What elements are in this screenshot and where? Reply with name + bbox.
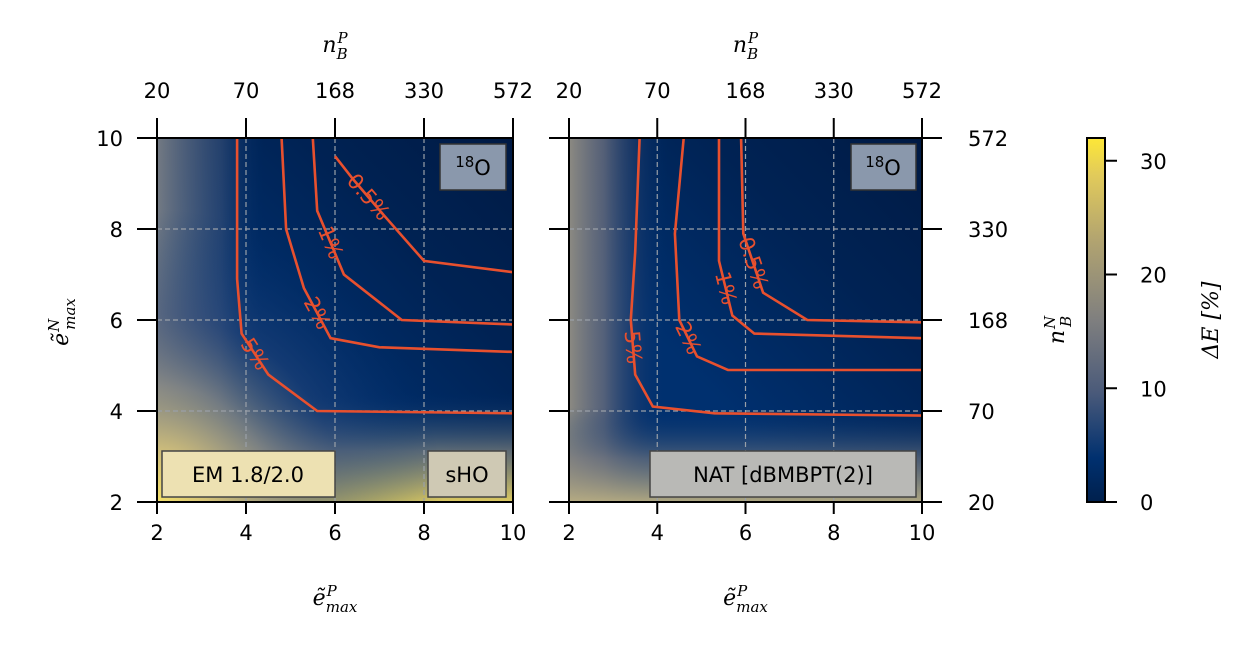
colorbar: 0 10 20 30 ΔE [%]	[1086, 137, 1224, 515]
right-grid	[569, 138, 922, 502]
top-tick-label: 572	[493, 79, 533, 103]
left-panel: 0.5%1%2%5%	[157, 138, 513, 502]
contour-label: 5%	[620, 330, 647, 365]
right-tick-label: 572	[968, 127, 1008, 151]
left-grid	[157, 138, 513, 502]
colorbar-label: ΔE [%]	[1199, 281, 1224, 359]
top-tick-label: 70	[233, 79, 260, 103]
right-method-label: NAT [dBMBPT(2)]	[693, 463, 873, 487]
colorbar-gradient	[1086, 137, 1106, 503]
x-tick-label: 2	[150, 521, 163, 545]
x-tick-label: 6	[328, 521, 341, 545]
top-tick-label: 330	[814, 79, 854, 103]
x-tick-label: 10	[909, 521, 936, 545]
x-tick-label: 8	[417, 521, 430, 545]
contour-5%	[235, 138, 513, 415]
right-tick-label: 330	[968, 218, 1008, 242]
left-interaction-label: EM 1.8/2.0	[192, 463, 304, 487]
contour-0.5%	[739, 138, 922, 324]
right-tick-label: 20	[968, 491, 995, 515]
right-panel: 0.5%1%2%5%	[569, 138, 922, 502]
contour-2%	[673, 138, 922, 372]
svg-text:18O: 18O	[865, 153, 901, 180]
x-axis-label: ẽP max	[723, 582, 768, 616]
top-axis-label: nP B	[733, 29, 759, 63]
right-method-box: NAT [dBMBPT(2)]	[649, 450, 917, 498]
contour-1%	[717, 138, 922, 340]
colorbar-tick-label: 20	[1140, 264, 1167, 288]
left-nucleus-box: 18O	[439, 143, 507, 191]
contour-1%	[311, 138, 513, 326]
axes: 2 4 6 8 10 20 70 168 330 572 2 4 6 8 10 ẽP max nP B ẽNmax 2 4…	[45, 29, 1075, 616]
x-tick-label: 6	[739, 521, 752, 545]
top-tick-label: 572	[902, 79, 942, 103]
top-tick-label: 20	[144, 79, 171, 103]
x-tick-label: 4	[651, 521, 664, 545]
y-tick-label: 2	[110, 491, 123, 515]
x-tick-label: 4	[239, 521, 252, 545]
x-tick-label: 8	[827, 521, 840, 545]
colorbar-ticks: 0 10 20 30	[1105, 150, 1167, 515]
contour-5%	[629, 138, 922, 417]
top-tick-label: 330	[404, 79, 444, 103]
y-tick-label: 6	[110, 309, 123, 333]
top-tick-label: 70	[644, 79, 671, 103]
colorbar-tick-label: 0	[1140, 491, 1153, 515]
colorbar-tick-label: 30	[1140, 150, 1167, 174]
contour-2%	[280, 138, 513, 354]
left-interaction-box: EM 1.8/2.0	[161, 450, 336, 498]
right-tick-label: 70	[968, 400, 995, 424]
y-tick-label: 10	[96, 127, 123, 151]
x-tick-label: 2	[562, 521, 575, 545]
right-tick-label: 168	[968, 309, 1008, 333]
colorbar-tick-label: 10	[1140, 377, 1167, 401]
y-tick-label: 8	[110, 218, 123, 242]
contour-0.5%	[333, 155, 513, 274]
top-tick-label: 20	[556, 79, 583, 103]
right-nucleus-box: 18O	[850, 143, 917, 191]
y-axis-label: ẽNmax	[45, 298, 79, 346]
right-axis-label: nNB	[1041, 315, 1075, 344]
x-axis-label: ẽP max	[313, 582, 358, 616]
left-basis-box: sHO	[427, 450, 507, 498]
top-axis-label: nP B	[322, 29, 348, 63]
x-tick-label: 10	[500, 521, 527, 545]
top-tick-label: 168	[315, 79, 355, 103]
top-tick-label: 168	[725, 79, 765, 103]
left-basis-label: sHO	[445, 463, 488, 487]
y-tick-label: 4	[110, 400, 123, 424]
svg-text:18O: 18O	[455, 153, 491, 180]
